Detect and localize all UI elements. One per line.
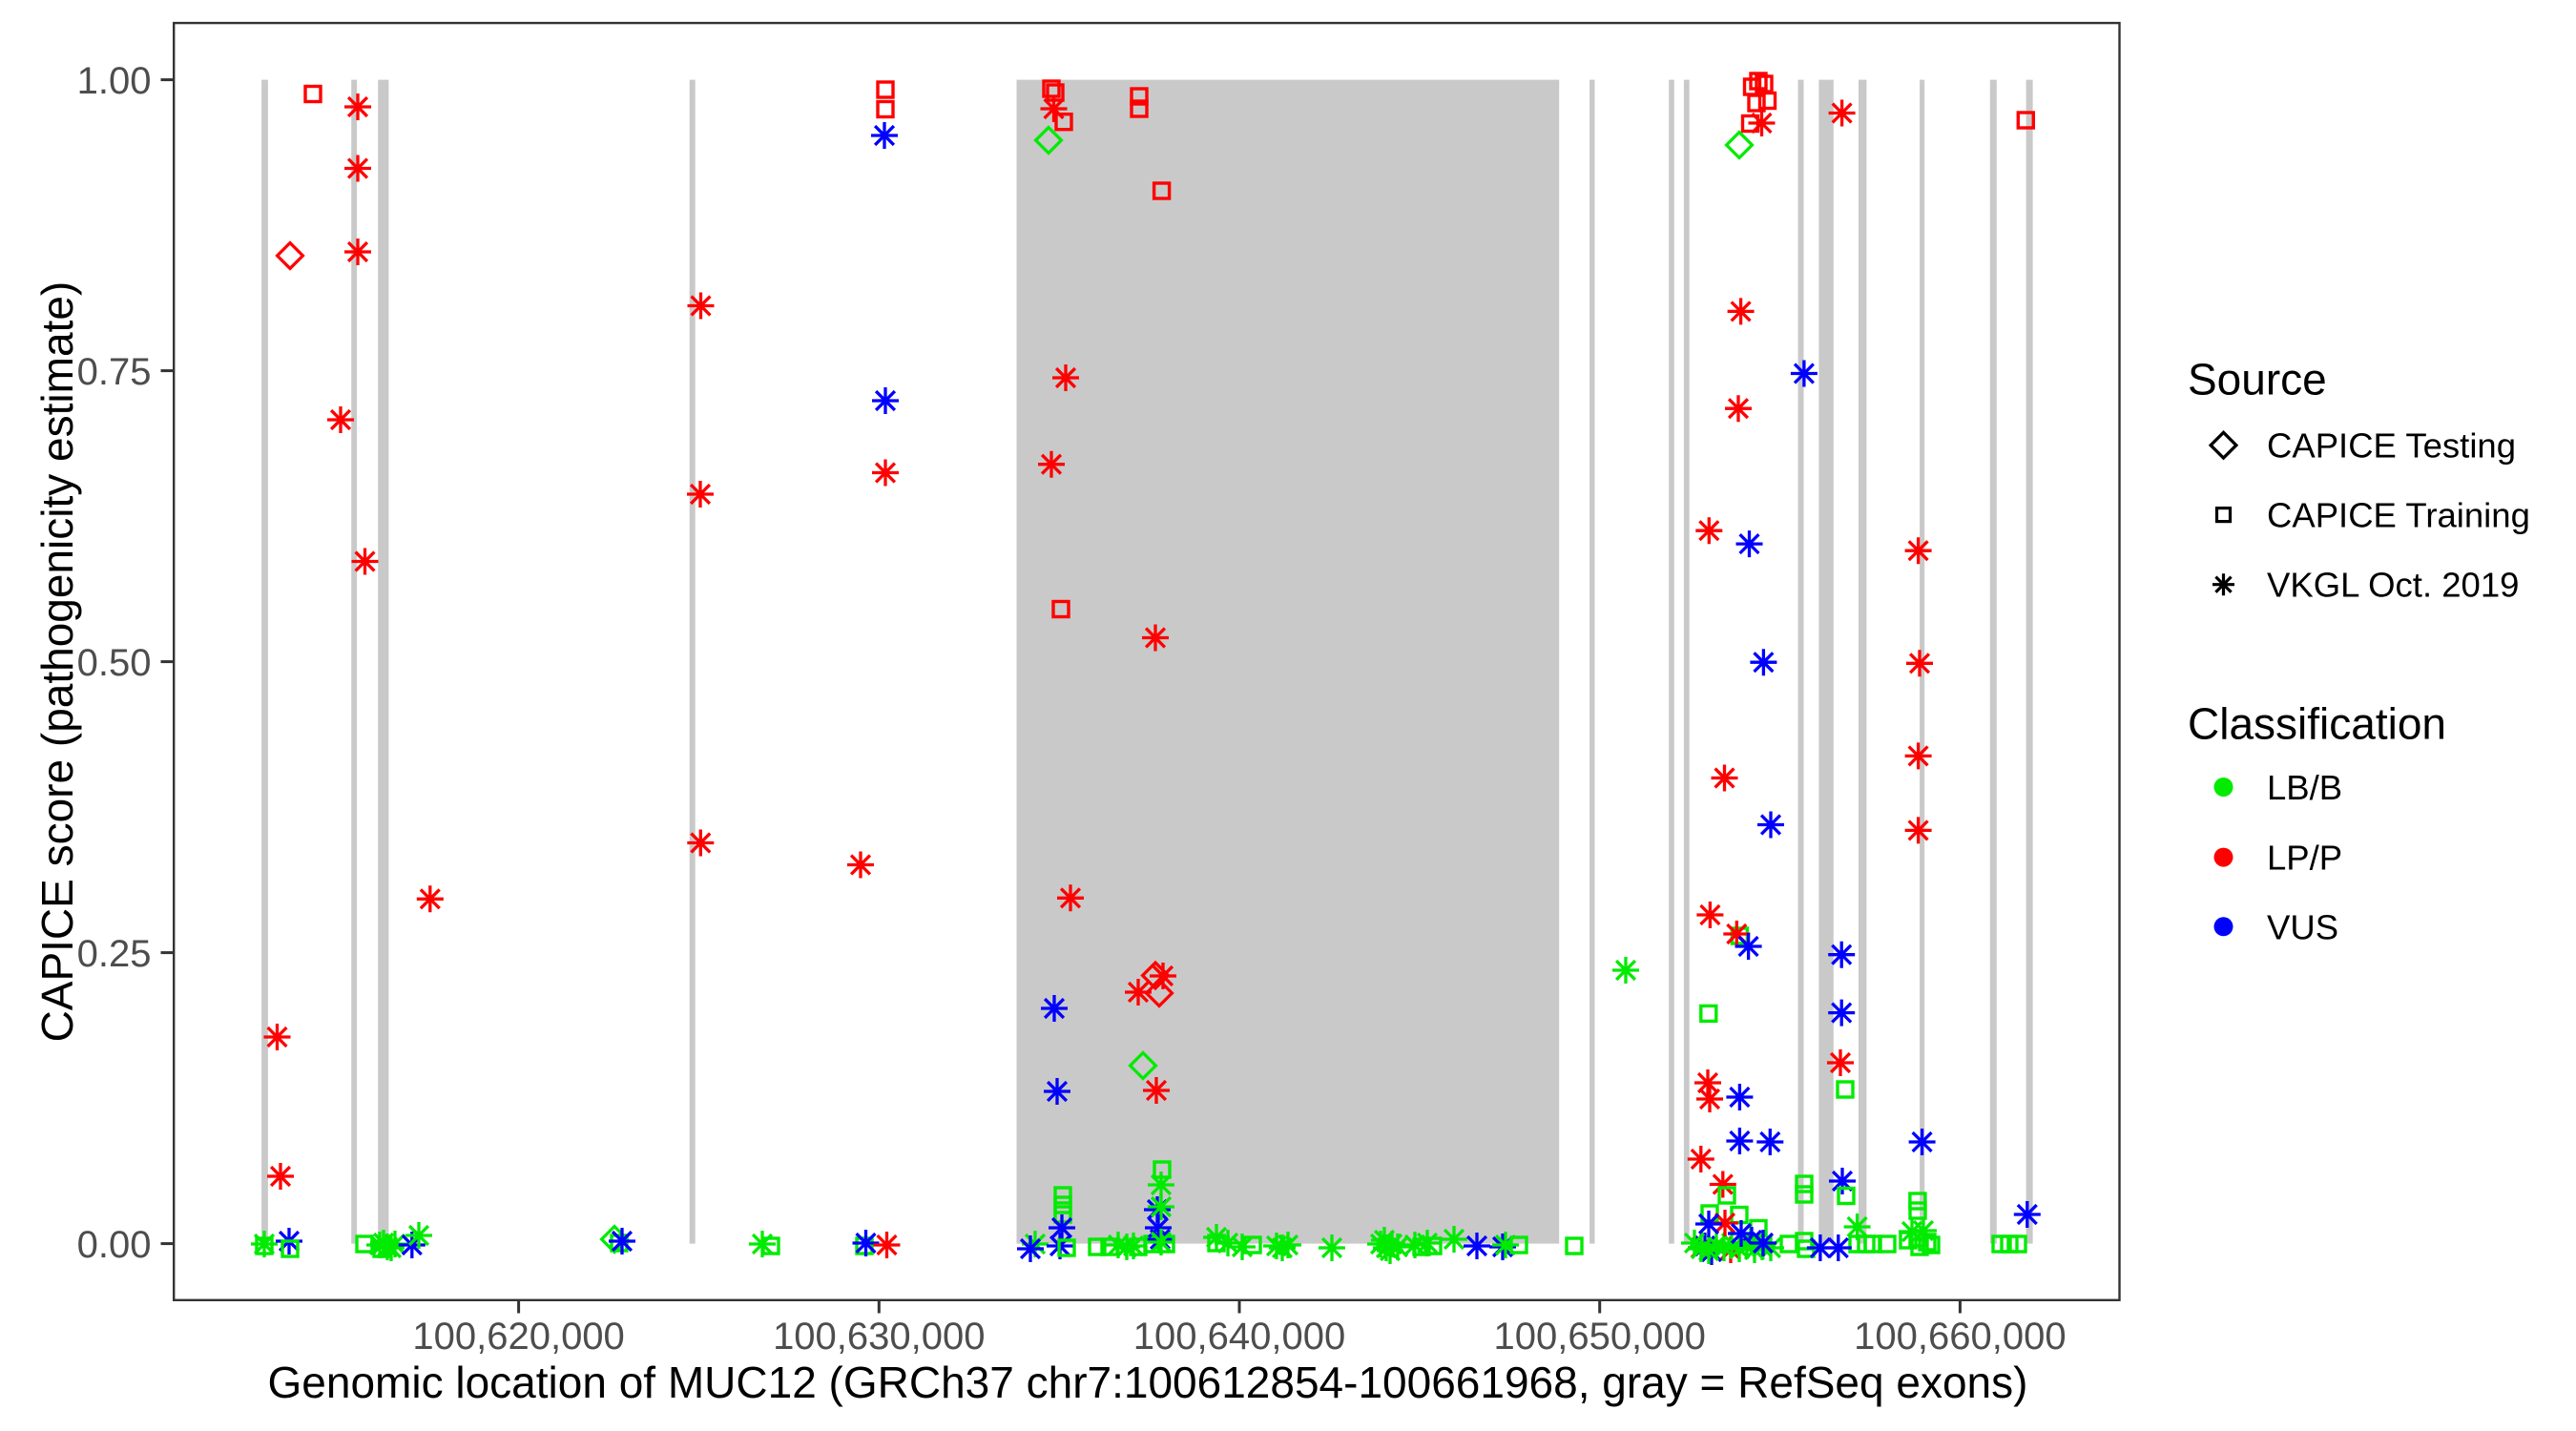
svg-text:100,660,000: 100,660,000 (1854, 1316, 2066, 1358)
svg-text:CAPICE score (pathogenicity es: CAPICE score (pathogenicity estimate) (32, 281, 82, 1043)
svg-text:LP/P: LP/P (2267, 839, 2342, 878)
svg-text:Classification: Classification (2188, 699, 2446, 749)
svg-text:0.25: 0.25 (77, 933, 152, 975)
svg-text:VKGL Oct. 2019: VKGL Oct. 2019 (2267, 566, 2519, 605)
svg-text:0.50: 0.50 (77, 642, 152, 684)
svg-text:100,650,000: 100,650,000 (1493, 1316, 1705, 1358)
svg-text:100,630,000: 100,630,000 (773, 1316, 985, 1358)
svg-text:VUS: VUS (2267, 907, 2338, 946)
svg-text:CAPICE Testing: CAPICE Testing (2267, 426, 2516, 466)
svg-text:100,640,000: 100,640,000 (1133, 1316, 1345, 1358)
svg-text:LB/B: LB/B (2267, 768, 2342, 807)
svg-text:0.75: 0.75 (77, 351, 152, 393)
svg-text:1.00: 1.00 (77, 60, 152, 102)
svg-text:Source: Source (2188, 355, 2327, 404)
svg-text:0.00: 0.00 (77, 1224, 152, 1266)
svg-text:100,620,000: 100,620,000 (412, 1316, 624, 1358)
svg-text:Genomic location of MUC12 (GRC: Genomic location of MUC12 (GRCh37 chr7:1… (268, 1358, 2028, 1407)
svg-text:CAPICE Training: CAPICE Training (2267, 496, 2530, 535)
